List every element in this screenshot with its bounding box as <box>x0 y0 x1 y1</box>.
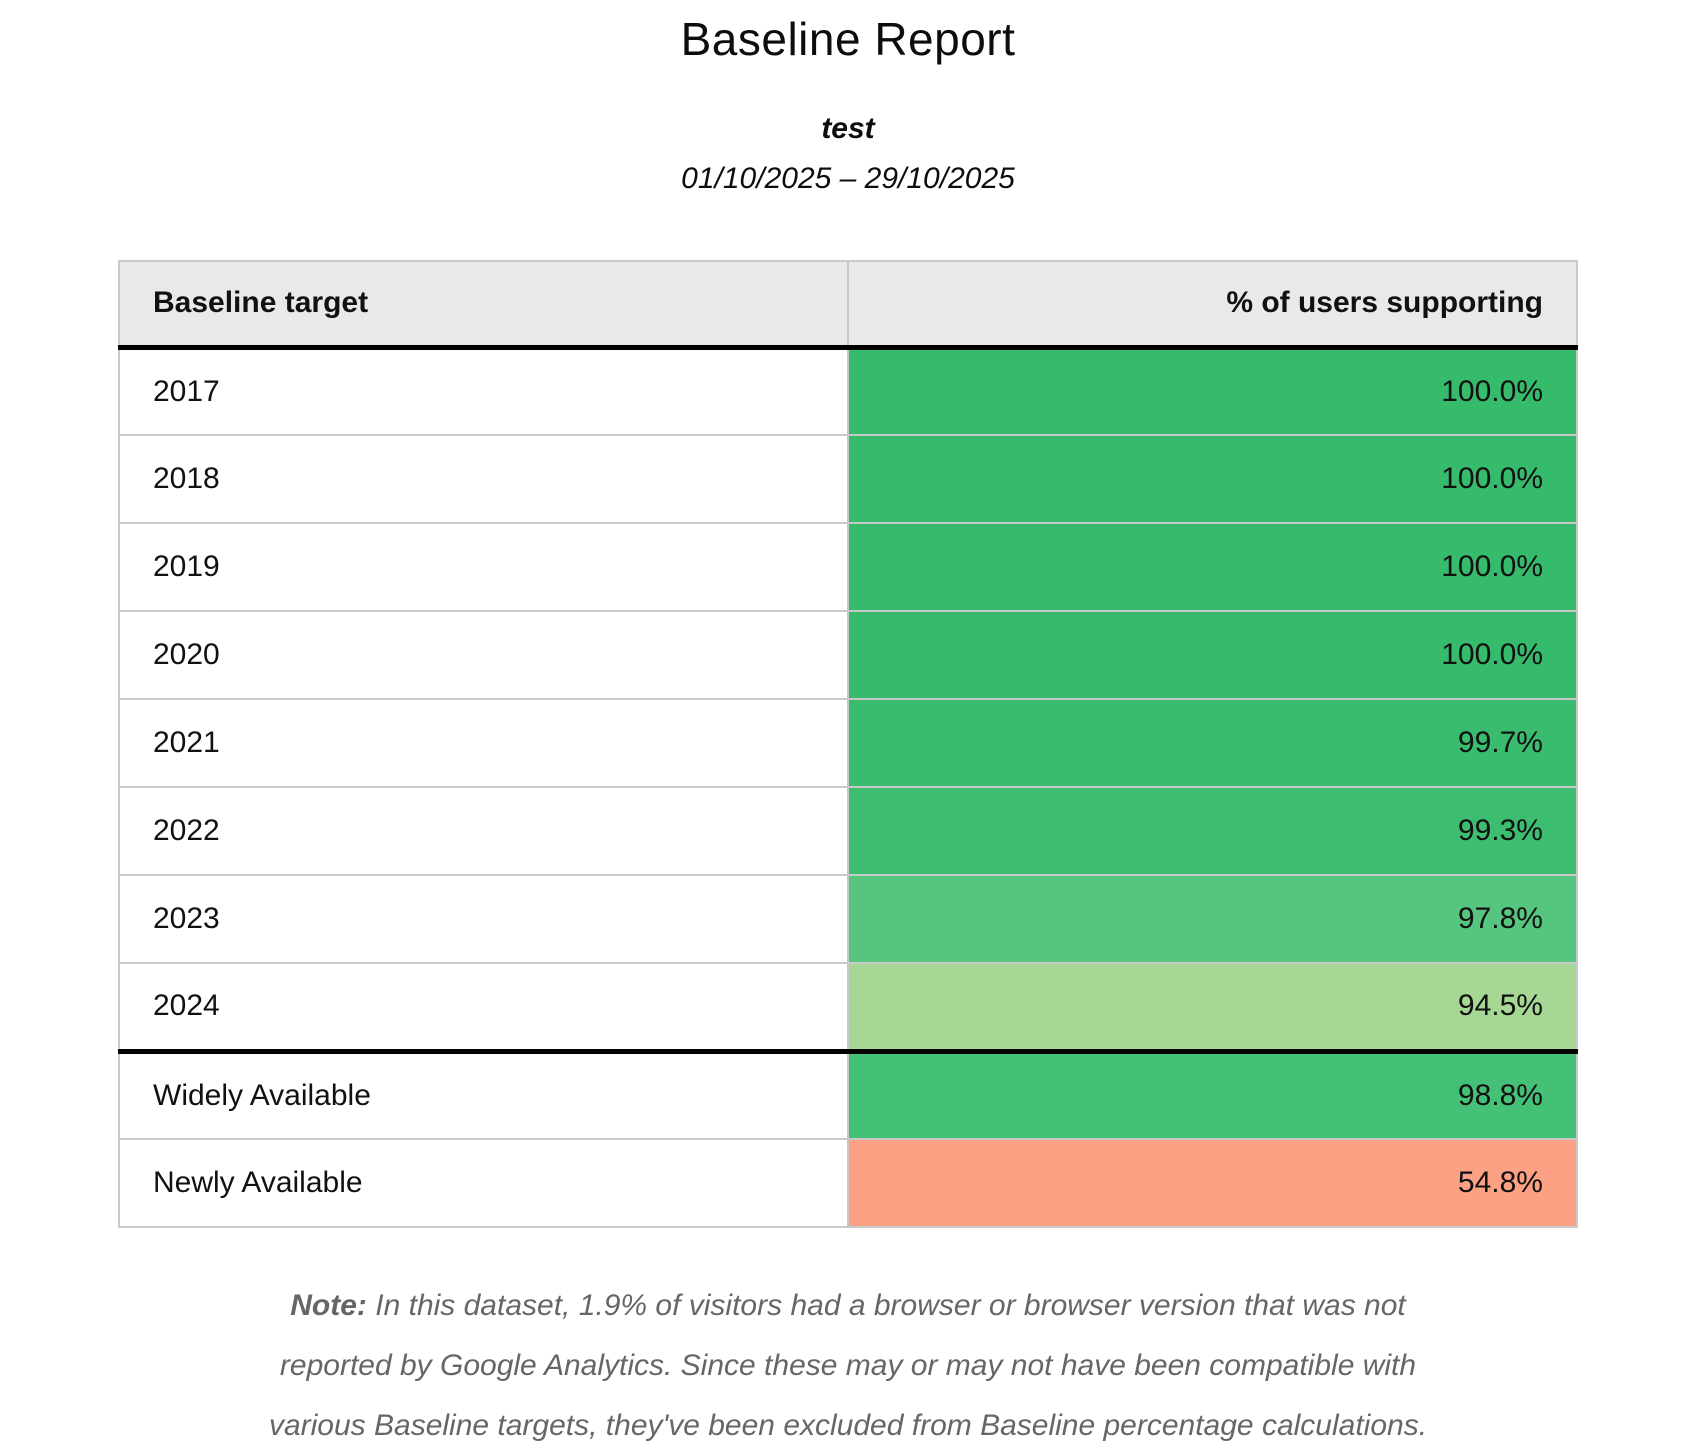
table-row: Newly Available 54.8% <box>118 1138 1578 1228</box>
table-row: 2021 99.7% <box>118 698 1578 788</box>
baseline-target-cell: 2023 <box>118 874 849 964</box>
users-supporting-cell: 100.0% <box>847 434 1578 524</box>
baseline-target-cell: 2020 <box>118 610 849 700</box>
table-row: 2018 100.0% <box>118 434 1578 524</box>
users-supporting-cell: 100.0% <box>847 522 1578 612</box>
report-subtitle: test <box>821 112 875 145</box>
baseline-target-cell: 2021 <box>118 698 849 788</box>
users-supporting-cell: 94.5% <box>847 962 1578 1052</box>
table-row: 2017 100.0% <box>118 346 1578 436</box>
baseline-target-cell: 2022 <box>118 786 849 876</box>
table-row: 2024 94.5% <box>118 962 1578 1052</box>
note-label: Note: <box>290 1289 367 1322</box>
report-note: Note: In this dataset, 1.9% of visitors … <box>188 1276 1508 1448</box>
report-title: Baseline Report <box>680 13 1016 65</box>
users-supporting-cell: 99.7% <box>847 698 1578 788</box>
table-row: 2019 100.0% <box>118 522 1578 612</box>
baseline-target-cell: 2018 <box>118 434 849 524</box>
baseline-table: Baseline target % of users supporting 20… <box>118 260 1578 1228</box>
users-supporting-cell: 100.0% <box>847 346 1578 436</box>
baseline-target-cell: 2024 <box>118 962 849 1052</box>
table-body: 2017 100.0% 2018 100.0% 2019 100.0% 2020 100.0%… <box>118 346 1578 1228</box>
column-header-baseline-target: Baseline target <box>118 260 849 350</box>
users-supporting-cell: 99.3% <box>847 786 1578 876</box>
users-supporting-cell: 54.8% <box>847 1138 1578 1228</box>
baseline-target-cell: Widely Available <box>118 1048 849 1140</box>
users-supporting-cell: 98.8% <box>847 1048 1578 1140</box>
users-supporting-cell: 100.0% <box>847 610 1578 700</box>
note-line: reported by Google Analytics. Since thes… <box>279 1349 1417 1382</box>
table-header-row: Baseline target % of users supporting <box>118 260 1578 350</box>
baseline-target-cell: 2019 <box>118 522 849 612</box>
baseline-target-cell: Newly Available <box>118 1138 849 1228</box>
note-line: various Baseline targets, they've been e… <box>268 1409 1428 1442</box>
table-row: 2023 97.8% <box>118 874 1578 964</box>
table-header: Baseline target % of users supporting <box>118 260 1578 350</box>
table-row: 2022 99.3% <box>118 786 1578 876</box>
baseline-target-cell: 2017 <box>118 346 849 436</box>
note-line: In this dataset, 1.9% of visitors had a … <box>375 1289 1406 1322</box>
column-header-users-supporting: % of users supporting <box>847 260 1578 350</box>
table-row: 2020 100.0% <box>118 610 1578 700</box>
table-row: Widely Available 98.8% <box>118 1048 1578 1140</box>
users-supporting-cell: 97.8% <box>847 874 1578 964</box>
report-date-range: 01/10/2025 – 29/10/2025 <box>681 162 1015 195</box>
